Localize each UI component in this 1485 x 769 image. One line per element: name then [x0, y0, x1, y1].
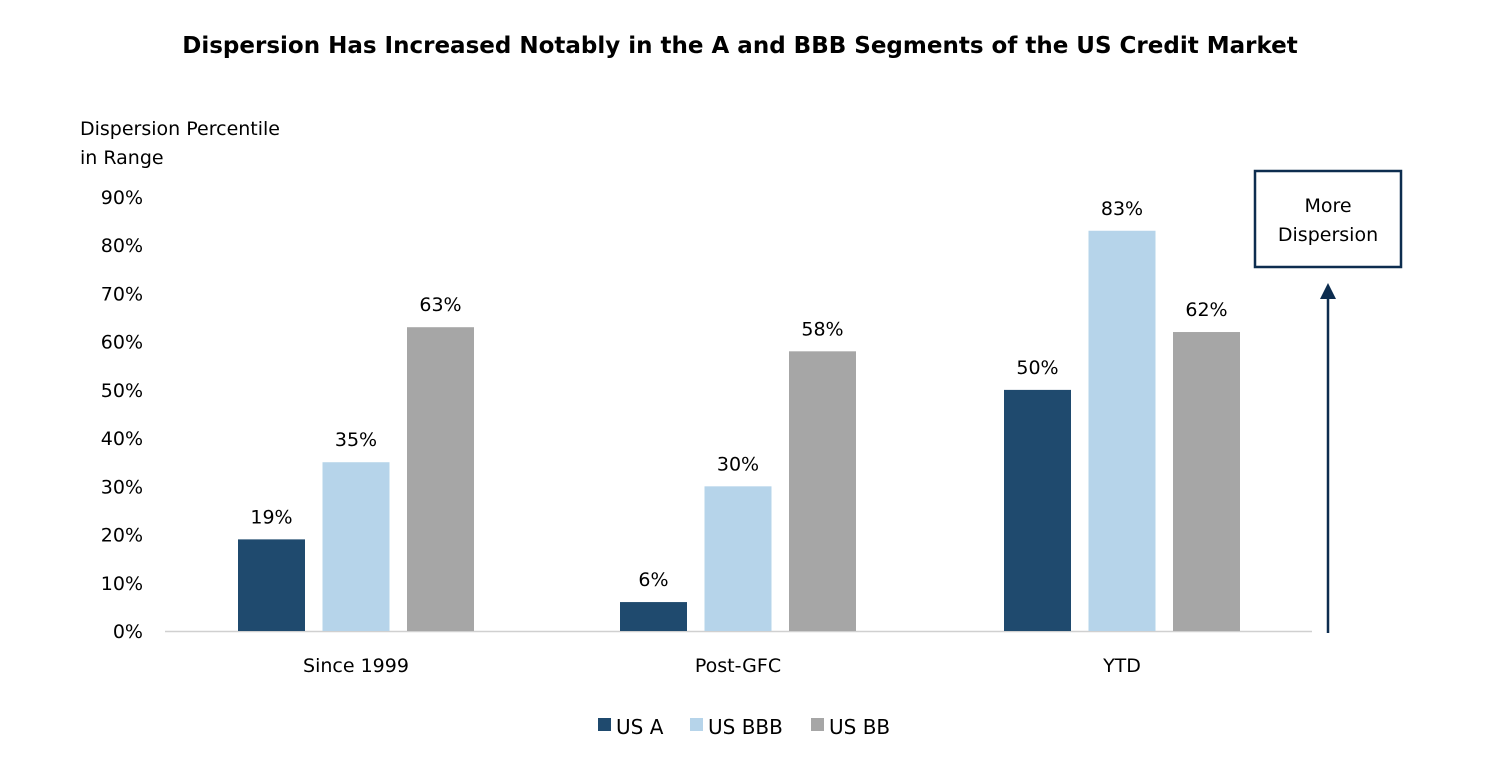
bar-us-bb-0 [407, 327, 474, 631]
legend-label: US BBB [708, 715, 783, 739]
y-axis-ticks: 0% 10% 20% 30% 40% 50% 60% 70% 80% 90% [101, 187, 143, 643]
y-tick-label: 80% [101, 235, 143, 257]
data-label: 83% [1101, 198, 1143, 220]
annotation-box [1253, 169, 1403, 269]
data-label: 58% [801, 318, 843, 340]
y-tick-label: 10% [101, 573, 143, 595]
data-label: 35% [335, 429, 377, 451]
bar-us-a-1 [620, 602, 687, 631]
category-labels: Since 1999 Post-GFC YTD [303, 655, 1141, 677]
category-label: Post-GFC [695, 655, 781, 677]
legend-label: US BB [829, 715, 890, 739]
bar-us-bbb-1 [704, 486, 772, 631]
category-label: Since 1999 [303, 655, 409, 677]
data-label: 19% [250, 506, 292, 528]
chart-title: Dispersion Has Increased Notably in the … [182, 33, 1298, 59]
legend-swatch [598, 718, 611, 731]
legend-swatch [811, 718, 824, 731]
bar-us-a-0 [238, 539, 305, 631]
data-label: 30% [717, 453, 759, 475]
bars: 19% 35% 63% 6% 30% 58% 50% 83% 62% [238, 198, 1240, 631]
bar-us-bb-1 [789, 351, 856, 631]
annotation-text-line-2: Dispersion [1278, 224, 1378, 246]
legend-label: US A [616, 715, 664, 739]
data-label: 50% [1016, 357, 1058, 379]
data-label: 6% [638, 569, 668, 591]
annotation-text-line-1: More [1304, 195, 1351, 217]
y-tick-label: 30% [101, 476, 143, 498]
data-label: 62% [1185, 299, 1227, 321]
more-dispersion-annotation: More Dispersion [1253, 169, 1403, 633]
bar-us-bbb-2 [1088, 230, 1156, 631]
category-label: YTD [1102, 655, 1141, 677]
up-arrow-icon [1320, 283, 1336, 299]
legend: US A US BBB US BB [598, 715, 890, 739]
bar-us-a-2 [1004, 389, 1071, 631]
y-axis-label-line-2: in Range [80, 147, 164, 169]
bar-us-bb-2 [1173, 332, 1240, 631]
y-tick-label: 20% [101, 525, 143, 547]
y-tick-label: 90% [101, 187, 143, 209]
y-tick-label: 40% [101, 428, 143, 450]
y-axis-label-line-1: Dispersion Percentile [80, 118, 280, 140]
y-tick-label: 0% [113, 621, 143, 643]
y-tick-label: 60% [101, 332, 143, 354]
data-label: 63% [419, 294, 461, 316]
legend-swatch [690, 718, 703, 731]
bar-us-bbb-0 [322, 462, 390, 631]
y-tick-label: 50% [101, 380, 143, 402]
y-tick-label: 70% [101, 283, 143, 305]
